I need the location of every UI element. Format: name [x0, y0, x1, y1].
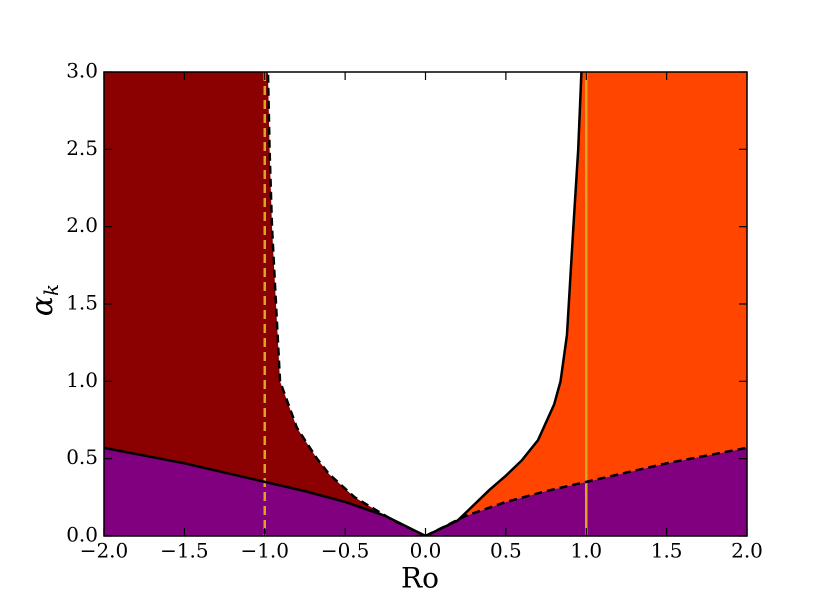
curve	[104, 446, 427, 536]
x-tick-label: −2.0	[80, 539, 129, 563]
y-axis-label-sub: k	[39, 284, 63, 296]
y-tick-label: 1.0	[66, 368, 98, 392]
y-tick-label: 0.0	[66, 523, 98, 547]
x-tick-label: 1.5	[651, 539, 683, 563]
y-tick-label: 1.5	[66, 291, 98, 315]
y-tick-label: 3.0	[66, 59, 98, 83]
y-tick-label: 2.0	[66, 213, 98, 237]
plot-area	[104, 72, 747, 536]
curve	[266, 72, 427, 536]
x-tick-label: 0.0	[410, 539, 442, 563]
curve	[424, 72, 583, 536]
y-axis-label-main: α	[25, 296, 60, 316]
x-tick-label: 0.5	[490, 539, 522, 563]
x-tick-label: 2.0	[731, 539, 763, 563]
x-axis-label: Ro	[401, 562, 439, 595]
y-tick-label: 0.5	[66, 445, 98, 469]
x-tick-label: 1.0	[570, 539, 602, 563]
x-tick-label: −0.5	[321, 539, 370, 563]
x-tick-label: −1.5	[160, 539, 209, 563]
curve	[424, 446, 747, 536]
y-tick-label: 2.5	[66, 136, 98, 160]
x-tick-label: −1.0	[240, 539, 289, 563]
y-axis-label: αk	[25, 284, 63, 316]
